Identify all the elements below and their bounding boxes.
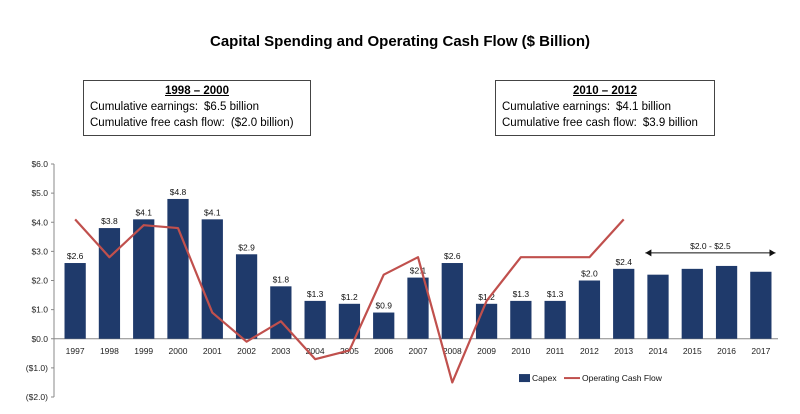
note-box-1998-2000: 1998 – 2000 Cumulative earnings: $6.5 bi…	[83, 80, 311, 136]
range-arrow-head-right	[769, 249, 775, 256]
x-tick-label: 2001	[203, 346, 222, 356]
x-tick-label: 2009	[477, 346, 496, 356]
bar-data-label: $1.8	[273, 274, 290, 284]
bar-data-label: $2.1	[410, 266, 427, 276]
note-row: Cumulative free cash flow: ($2.0 billion…	[90, 115, 304, 131]
capex-bar	[442, 263, 463, 339]
x-tick-label: 2012	[580, 346, 599, 356]
bar-data-label: $1.3	[513, 289, 530, 299]
chart-title: Capital Spending and Operating Cash Flow…	[0, 33, 800, 50]
y-tick-label: ($2.0)	[26, 392, 48, 402]
capex-bar	[510, 301, 531, 339]
x-tick-label: 2015	[683, 346, 702, 356]
x-tick-label: 2003	[271, 346, 290, 356]
chart-plot: $6.0 $5.0 $4.0 $3.0 $2.0 $1.0 $0.0 ($1.0) ($2.0)…	[0, 150, 800, 414]
note-row: Cumulative earnings: $6.5 billion	[90, 99, 304, 115]
capex-bar	[373, 313, 394, 339]
note-box-2010-2012: 2010 – 2012 Cumulative earnings: $4.1 bi…	[495, 80, 715, 136]
note-label: Cumulative earnings:	[90, 99, 198, 115]
y-tick-label: $4.0	[31, 217, 48, 227]
bar-data-label: $2.6	[67, 251, 84, 261]
x-tick-label: 2002	[237, 346, 256, 356]
capex-bar	[579, 281, 600, 339]
capex-bar	[750, 272, 771, 339]
y-tick-label: $1.0	[31, 305, 48, 315]
bar-data-label: $2.0	[581, 269, 598, 279]
capex-bar	[202, 219, 223, 338]
legend-capex-label: Capex	[532, 373, 557, 383]
x-tick-label: 2017	[751, 346, 770, 356]
note-row: Cumulative earnings: $4.1 billion	[502, 99, 708, 115]
x-tick-label: 1998	[100, 346, 119, 356]
note-value: $3.9 billion	[643, 115, 698, 131]
bar-data-label: $2.9	[238, 242, 255, 252]
y-tick-label: $2.0	[31, 276, 48, 286]
x-tick-label: 2010	[511, 346, 530, 356]
capex-bar	[545, 301, 566, 339]
x-tick-label: 2007	[409, 346, 428, 356]
capex-bar	[167, 199, 188, 339]
legend-capex-swatch	[519, 374, 530, 382]
bar-data-label: $4.1	[135, 207, 152, 217]
note-label: Cumulative earnings:	[502, 99, 610, 115]
x-tick-label: 1999	[134, 346, 153, 356]
y-tick-label: $6.0	[31, 159, 48, 169]
x-tick-label: 1997	[66, 346, 85, 356]
capex-bar	[647, 275, 668, 339]
x-tick-label: 2011	[546, 346, 565, 356]
note-header: 1998 – 2000	[90, 83, 304, 99]
bar-data-label: $0.9	[375, 301, 392, 311]
capex-bar	[305, 301, 326, 339]
note-label: Cumulative free cash flow:	[90, 115, 225, 131]
bar-data-label: $2.4	[615, 257, 632, 267]
capex-bar	[99, 228, 120, 339]
x-tick-label: 2006	[374, 346, 393, 356]
note-value: $4.1 billion	[616, 99, 671, 115]
range-arrow-head-left	[645, 249, 651, 256]
bar-data-label: $4.1	[204, 207, 221, 217]
x-tick-label: 2013	[614, 346, 633, 356]
bar-data-label: $1.3	[307, 289, 324, 299]
x-tick-label: 2000	[169, 346, 188, 356]
capex-bar	[236, 254, 257, 338]
capex-bar	[716, 266, 737, 339]
y-tick-label: $5.0	[31, 188, 48, 198]
x-tick-label: 2016	[717, 346, 736, 356]
note-row: Cumulative free cash flow: $3.9 billion	[502, 115, 708, 131]
bar-data-label: $1.2	[341, 292, 358, 302]
capex-bar	[613, 269, 634, 339]
bar-data-label: $3.8	[101, 216, 118, 226]
y-tick-label: ($1.0)	[26, 363, 48, 373]
note-value: ($2.0 billion)	[231, 115, 294, 131]
range-annotation-label: $2.0 - $2.5	[690, 241, 731, 251]
bar-data-label: $2.6	[444, 251, 461, 261]
capex-bar	[65, 263, 86, 339]
note-header: 2010 – 2012	[502, 83, 708, 99]
y-tick-label: $3.0	[31, 246, 48, 256]
capex-bar	[682, 269, 703, 339]
note-label: Cumulative free cash flow:	[502, 115, 637, 131]
bar-data-label: $4.8	[170, 187, 187, 197]
note-value: $6.5 billion	[204, 99, 259, 115]
x-tick-label: 2014	[649, 346, 668, 356]
y-tick-label: $0.0	[31, 334, 48, 344]
capex-bar	[133, 219, 154, 338]
legend-ocf-label: Operating Cash Flow	[582, 373, 663, 383]
bar-data-label: $1.3	[547, 289, 564, 299]
